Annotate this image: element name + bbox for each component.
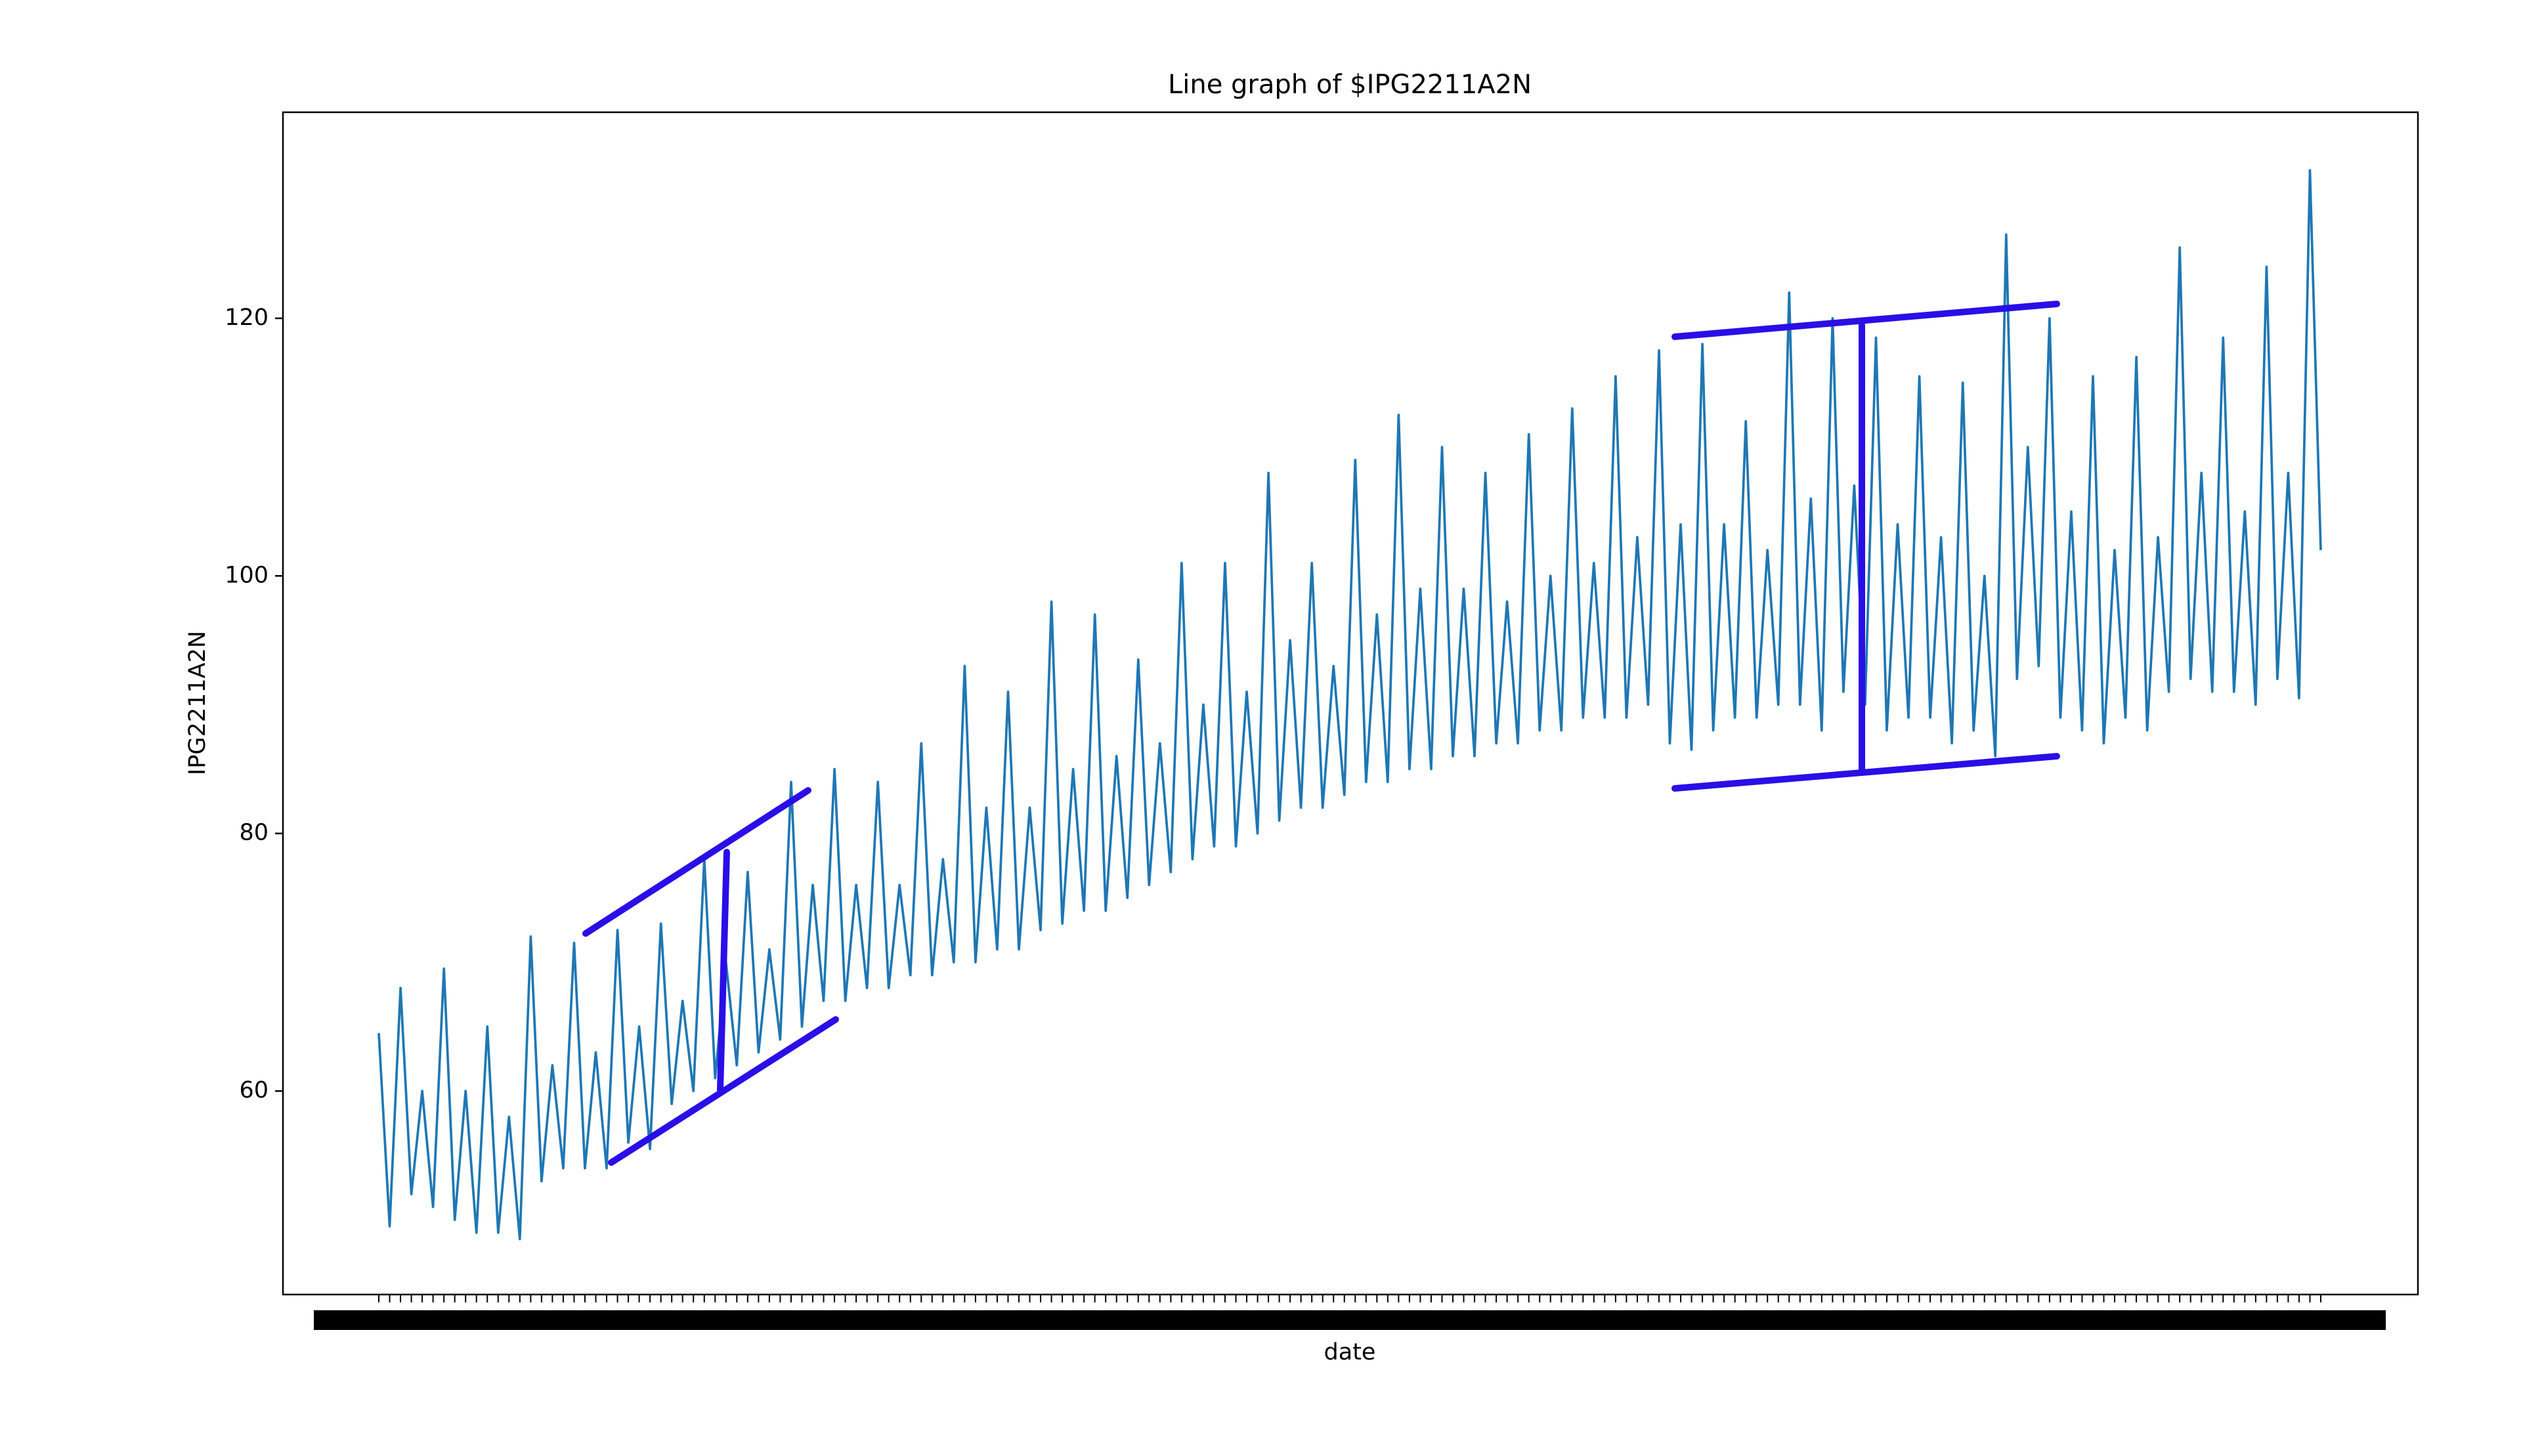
chart-title: Line graph of $IPG2211A2N [1168, 70, 1532, 100]
plot-area [377, 169, 2322, 1241]
channel-line [1671, 301, 2060, 340]
y-tick-label: 120 [225, 305, 269, 331]
y-tick-label: 60 [239, 1077, 269, 1103]
data-line [377, 169, 2322, 1241]
channel-line [1671, 753, 2060, 792]
annotations [582, 301, 2060, 1166]
channel-line [608, 1016, 839, 1166]
y-tick-label: 80 [239, 820, 269, 846]
y-tick-label: 100 [225, 562, 269, 588]
channel-line [717, 849, 730, 1093]
channel-line [582, 787, 811, 937]
axes-frame [282, 111, 2419, 1296]
y-axis-label: IPG2211A2N [184, 631, 211, 775]
x-tick-label-band [314, 1310, 2386, 1330]
x-axis-label: date [1324, 1339, 1376, 1365]
